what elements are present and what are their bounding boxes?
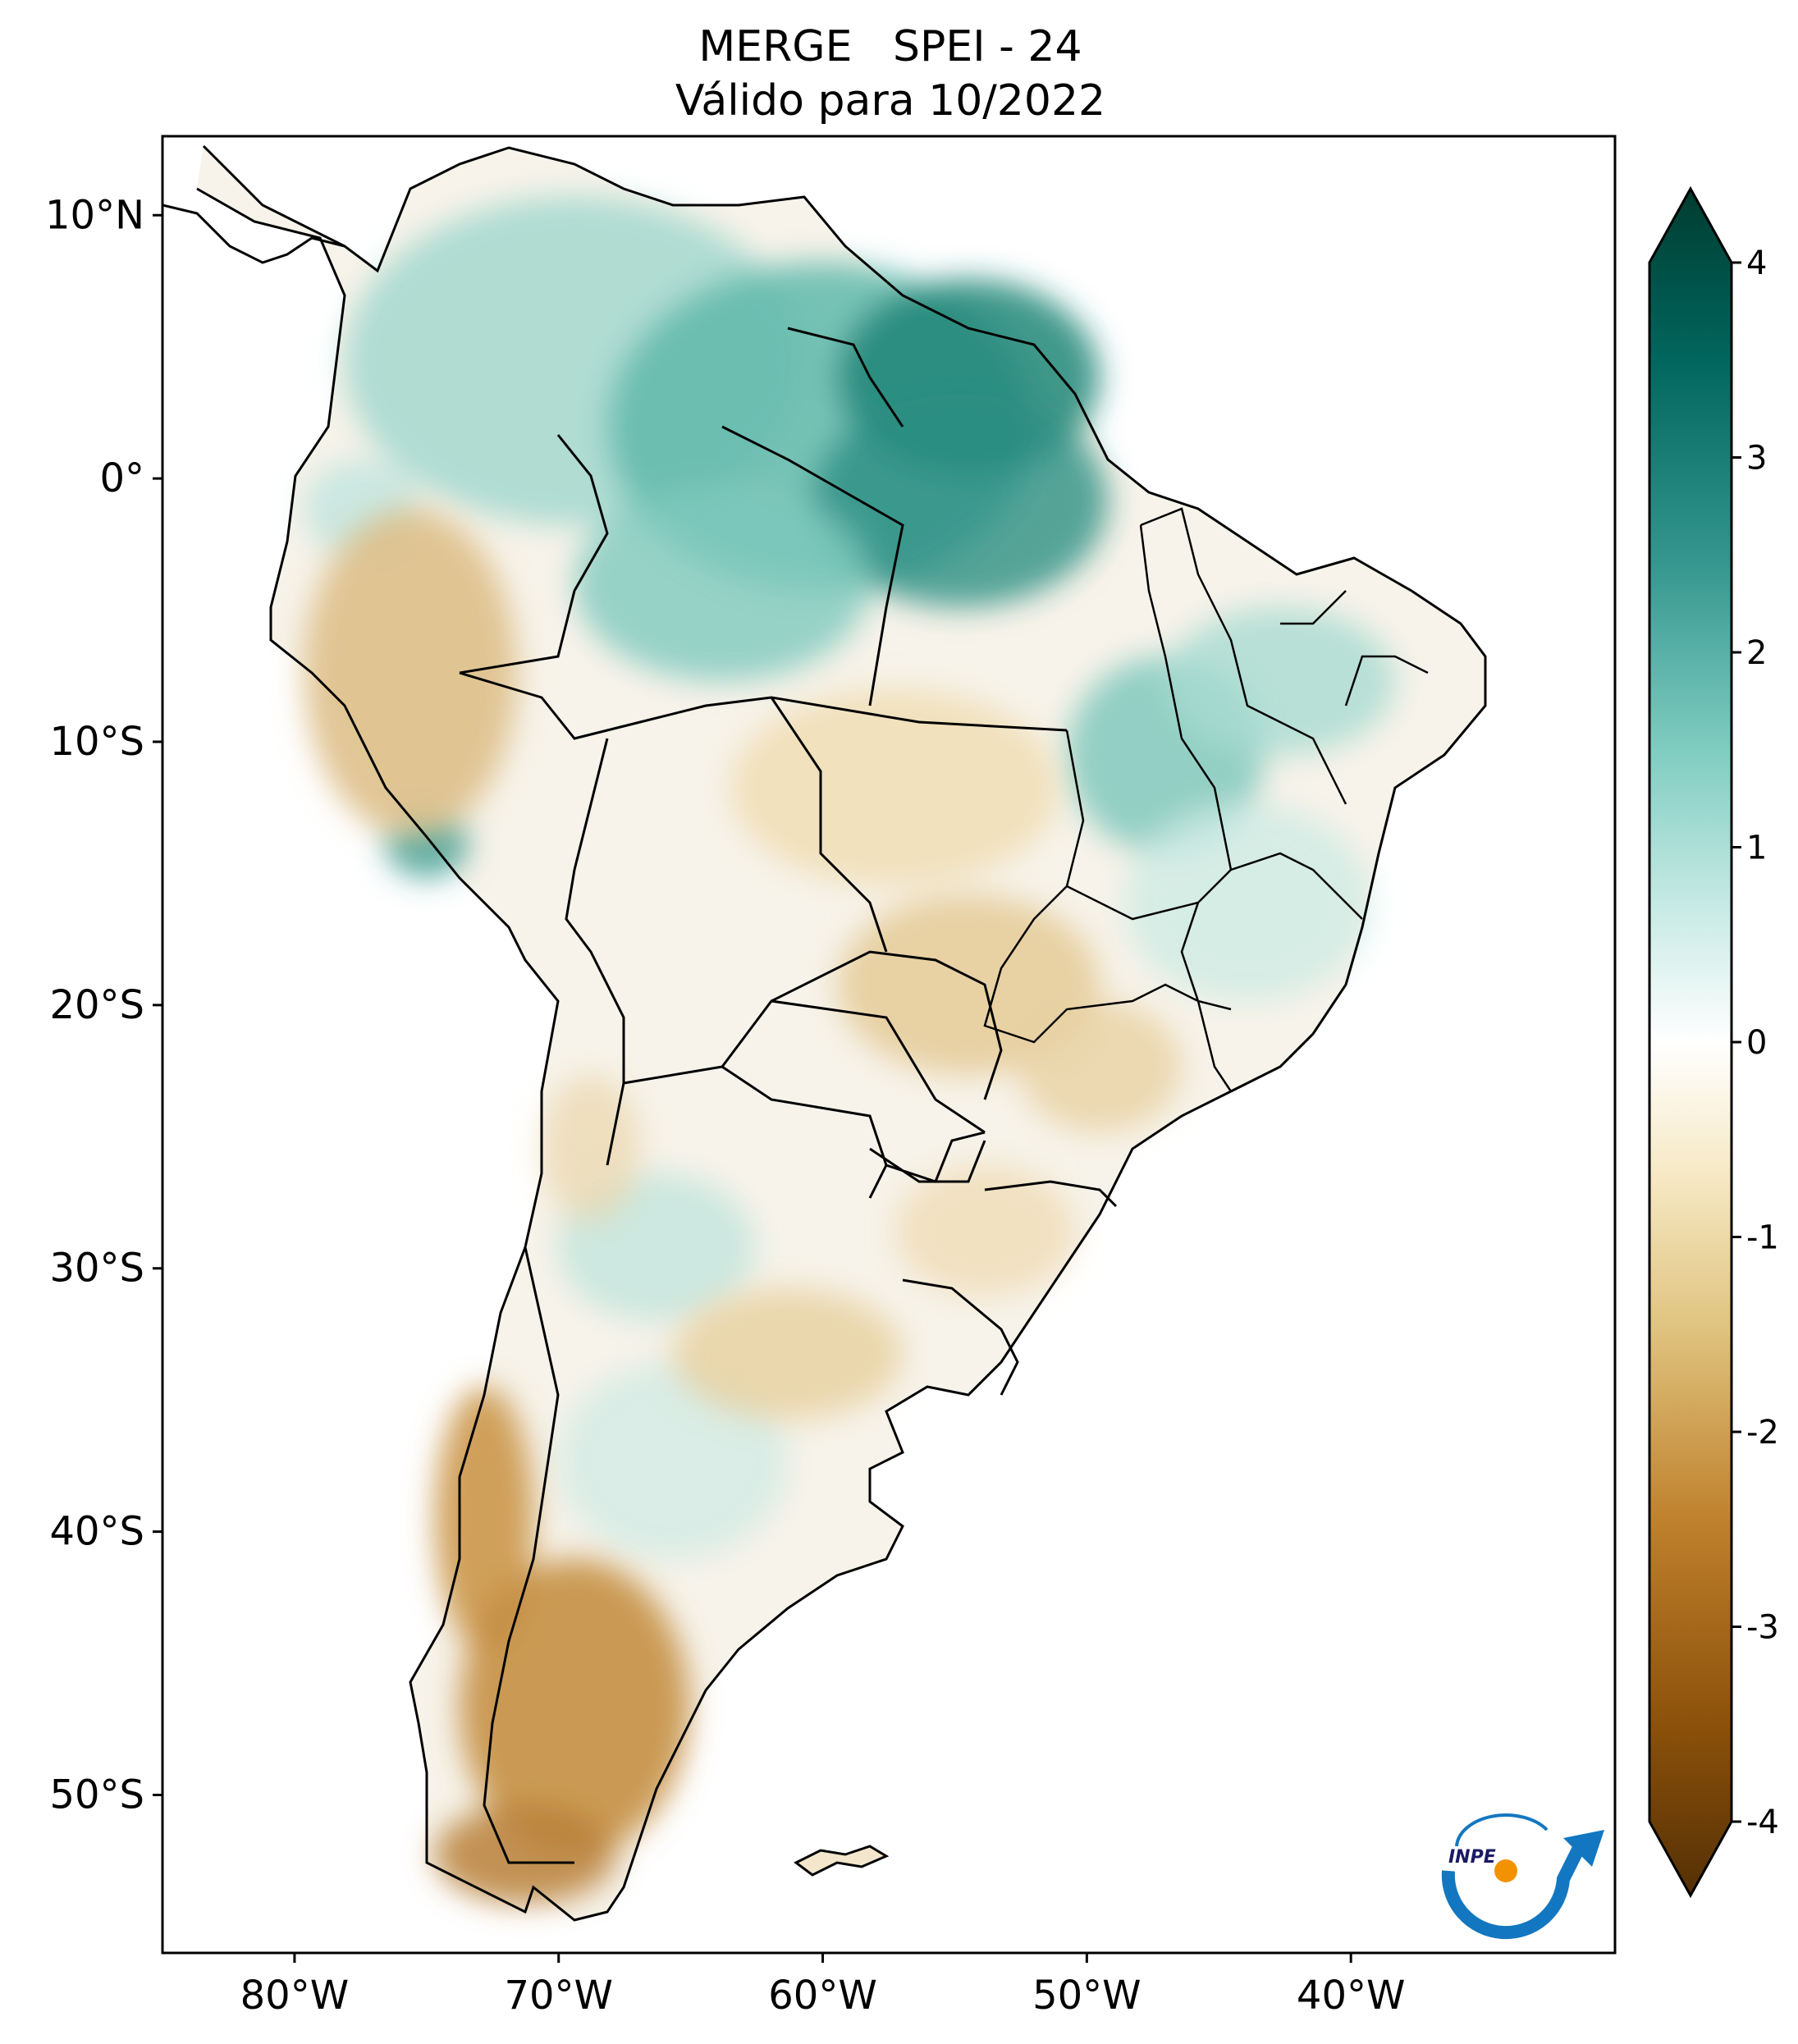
lat-tick-label: 20°S bbox=[49, 982, 144, 1028]
brazil-state-borders bbox=[983, 507, 1429, 1093]
central-america bbox=[162, 203, 345, 264]
colorbar-tick-label: 3 bbox=[1746, 440, 1767, 478]
map-area bbox=[162, 144, 1487, 1922]
colorbar-ticks: 4 3 2 1 0 -1 -2 -3 -4 bbox=[1732, 245, 1779, 1841]
lon-tick-label: 70°W bbox=[504, 1973, 613, 2019]
colorbar-tick-label: 4 bbox=[1746, 245, 1767, 282]
falkland-islands bbox=[794, 1845, 890, 1877]
lat-tick-label: 10°N bbox=[45, 192, 144, 238]
lon-tick-label: 50°W bbox=[1032, 1973, 1141, 2019]
colorbar-tick-label: 0 bbox=[1746, 1024, 1767, 1062]
lon-tick-label: 40°W bbox=[1297, 1973, 1406, 2019]
lon-tick-label: 80°W bbox=[240, 1973, 350, 2019]
colorbar-tick-label: -3 bbox=[1746, 1609, 1779, 1647]
map-frame bbox=[161, 135, 1617, 1955]
colorbar-tick-label: -4 bbox=[1746, 1804, 1779, 1841]
lon-tick-label: 60°W bbox=[768, 1973, 877, 2019]
title-line-1: MERGE SPEI - 24 bbox=[698, 22, 1082, 71]
title-line-2: Válido para 10/2022 bbox=[675, 76, 1106, 126]
lat-tick-label: 50°S bbox=[49, 1772, 144, 1818]
lat-tick-label: 10°S bbox=[49, 719, 144, 765]
country-borders bbox=[459, 327, 1118, 1864]
lat-tick-label: 30°S bbox=[49, 1246, 144, 1292]
colorbar-tick-label: 1 bbox=[1746, 830, 1767, 867]
coastline bbox=[196, 144, 1487, 1922]
logo-orbit-icon bbox=[1455, 1813, 1549, 1847]
colorbar-tick-label: 2 bbox=[1746, 634, 1767, 672]
colorbar: 4 3 2 1 0 -1 -2 -3 -4 bbox=[1648, 185, 1779, 1899]
logo-text: INPE bbox=[1448, 1847, 1496, 1868]
logo-arrow-icon bbox=[1563, 1830, 1604, 1867]
dry-anomaly-areas bbox=[304, 509, 1182, 1904]
wet-anomaly-areas bbox=[304, 197, 1395, 1559]
logo-sun-icon bbox=[1494, 1859, 1517, 1882]
latitude-axis: 10°N 0° 10°S 20°S 30°S 40°S 50°S bbox=[45, 192, 162, 1818]
colorbar-body bbox=[1648, 185, 1733, 1899]
inpe-logo: INPE bbox=[1441, 1813, 1604, 1940]
longitude-axis: 80°W 70°W 60°W 50°W 40°W bbox=[240, 1953, 1406, 2019]
lat-tick-label: 0° bbox=[99, 455, 144, 501]
lat-tick-label: 40°S bbox=[49, 1509, 144, 1555]
map-title: MERGE SPEI - 24 Válido para 10/2022 bbox=[164, 20, 1617, 128]
logo-arc-icon bbox=[1441, 1843, 1586, 1940]
colorbar-tick-label: -2 bbox=[1746, 1414, 1779, 1452]
colorbar-tick-label: -1 bbox=[1746, 1219, 1779, 1257]
